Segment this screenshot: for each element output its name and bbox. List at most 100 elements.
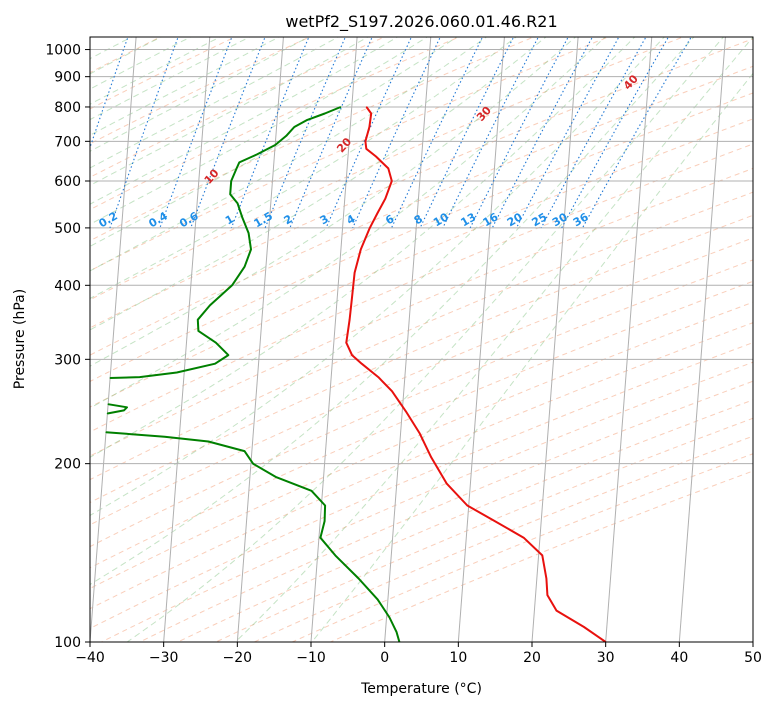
temperature-point xyxy=(494,520,496,522)
y-axis-label: Pressure (hPa) xyxy=(12,289,28,389)
dry-adiabat xyxy=(90,237,753,526)
temperature-point xyxy=(349,319,351,321)
x-tick-label: −20 xyxy=(223,650,253,666)
mixing-ratio-line xyxy=(491,37,594,229)
temperature-point xyxy=(555,610,558,612)
dewpoint-point xyxy=(395,631,398,633)
x-axis-label: Temperature (°C) xyxy=(360,681,482,697)
dry-adiabat xyxy=(90,301,753,590)
dewpoint-point xyxy=(107,403,109,405)
mixing-ratio-line xyxy=(442,37,540,229)
isotherm-gridline xyxy=(678,37,726,642)
mixing-ratio-line xyxy=(352,37,441,229)
dewpoint-point xyxy=(324,520,326,522)
dewpoint-point xyxy=(243,450,246,452)
dry-adiabat xyxy=(90,37,461,211)
mixing-ratio-line xyxy=(230,37,310,229)
dewpoint-point xyxy=(227,354,229,356)
dewpoint-point xyxy=(241,217,243,219)
dewpoint-point xyxy=(105,431,107,433)
temperature-point xyxy=(405,410,407,412)
x-tick-label: 20 xyxy=(523,650,541,666)
dewpoint-profile-line xyxy=(110,106,342,379)
temperature-point xyxy=(446,483,448,485)
dry-adiabat xyxy=(100,361,753,642)
dry-adiabat xyxy=(90,167,753,457)
temperature-point xyxy=(419,432,421,434)
y-tick-label: 700 xyxy=(54,134,81,150)
dewpoint-point xyxy=(109,377,111,379)
y-tick-label: 600 xyxy=(54,174,81,190)
x-tick-label: 30 xyxy=(597,650,615,666)
dewpoint-point xyxy=(310,490,313,492)
temperature-point xyxy=(546,594,549,596)
temperature-point xyxy=(351,354,353,356)
x-tick-label: 50 xyxy=(744,650,762,666)
temperature-point xyxy=(364,140,366,142)
dewpoint-point xyxy=(106,412,108,415)
mixing-ratio-line xyxy=(190,37,266,229)
dewpoint-point xyxy=(293,126,295,128)
dewpoint-point xyxy=(214,363,216,365)
dewpoint-point xyxy=(207,440,209,443)
dewpoint-point xyxy=(274,144,276,146)
mixing-ratio-line xyxy=(159,37,233,229)
temperature-point xyxy=(368,126,370,128)
dewpoint-point xyxy=(197,330,199,332)
moist-adiabat xyxy=(90,37,636,458)
dewpoint-point xyxy=(340,106,342,108)
dewpoint-point xyxy=(244,266,246,268)
mixing-ratio-line xyxy=(469,37,569,229)
x-tick-label: 40 xyxy=(670,650,688,666)
temperature-point xyxy=(391,390,393,392)
y-tick-label: 400 xyxy=(54,278,81,294)
y-tick-label: 900 xyxy=(54,70,81,86)
isotherm-gridline xyxy=(90,37,137,642)
dewpoint-point xyxy=(324,112,326,115)
mixing-ratio-line xyxy=(582,37,692,229)
isotherm-gridline xyxy=(236,37,284,642)
dewpoint-point xyxy=(215,342,217,344)
dewpoint-point xyxy=(248,232,250,234)
dewpoint-point xyxy=(358,577,360,580)
temperature-point xyxy=(391,180,393,182)
mixing-ratio-line xyxy=(90,37,129,150)
dewpoint-point xyxy=(388,616,391,619)
temperature-point xyxy=(541,554,543,557)
dewpoint-point xyxy=(275,476,277,478)
dewpoint-point xyxy=(238,161,240,163)
isotherm-gridline xyxy=(310,37,358,642)
dewpoint-point xyxy=(237,202,239,204)
x-tick-label: −30 xyxy=(149,650,179,666)
temperature-point xyxy=(583,626,585,628)
x-tick-label: 0 xyxy=(380,650,389,666)
temperature-point xyxy=(387,167,389,169)
isotherm-gridline xyxy=(384,37,432,642)
chart-title: wetPf2_S197.2026.060.01.46.R21 xyxy=(285,12,557,32)
isotherm-gridline xyxy=(605,37,653,642)
temperature-point xyxy=(360,248,362,250)
dewpoint-point xyxy=(306,119,308,121)
temperature-point xyxy=(384,198,386,200)
temperature-point xyxy=(377,212,379,214)
dewpoint-point xyxy=(229,193,231,195)
temperature-point xyxy=(351,297,353,300)
dry-adiabat xyxy=(90,143,753,433)
dry-adiabat xyxy=(90,191,753,481)
mixing-ratio-line xyxy=(109,37,179,229)
dewpoint-point xyxy=(334,554,336,557)
dewpoint-point xyxy=(139,376,141,378)
dewpoint-point xyxy=(197,319,199,321)
y-tick-label: 200 xyxy=(54,457,81,473)
isotherm-gridline xyxy=(531,37,579,642)
temperature-point xyxy=(369,227,371,229)
x-tick-label: −10 xyxy=(296,650,326,666)
temperature-point xyxy=(345,342,347,344)
isotherm-gridline xyxy=(163,37,211,642)
moist-adiabat xyxy=(90,37,666,517)
y-tick-label: 1000 xyxy=(45,43,81,59)
temperature-point xyxy=(375,155,377,158)
dewpoint-point xyxy=(324,504,326,507)
y-tick-label: 300 xyxy=(54,352,81,368)
